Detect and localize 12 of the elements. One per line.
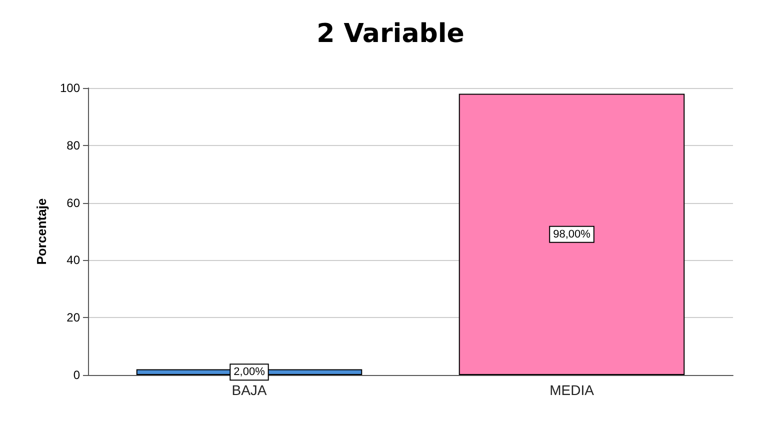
x-tick-label: BAJA — [232, 382, 268, 398]
data-label: 98,00% — [553, 228, 591, 240]
y-tick-label: 100 — [60, 81, 80, 95]
chart-title: 2 Variable — [316, 19, 464, 49]
x-tick-label: MEDIA — [550, 382, 595, 398]
y-tick-label: 40 — [66, 253, 80, 268]
y-axis-title: Porcentaje — [34, 198, 49, 265]
y-tick-label: 20 — [66, 310, 80, 325]
y-tick-label: 60 — [66, 196, 80, 210]
data-label: 2,00% — [234, 366, 266, 378]
y-tick-label: 80 — [66, 138, 80, 152]
y-tick-label: 0 — [73, 368, 80, 382]
